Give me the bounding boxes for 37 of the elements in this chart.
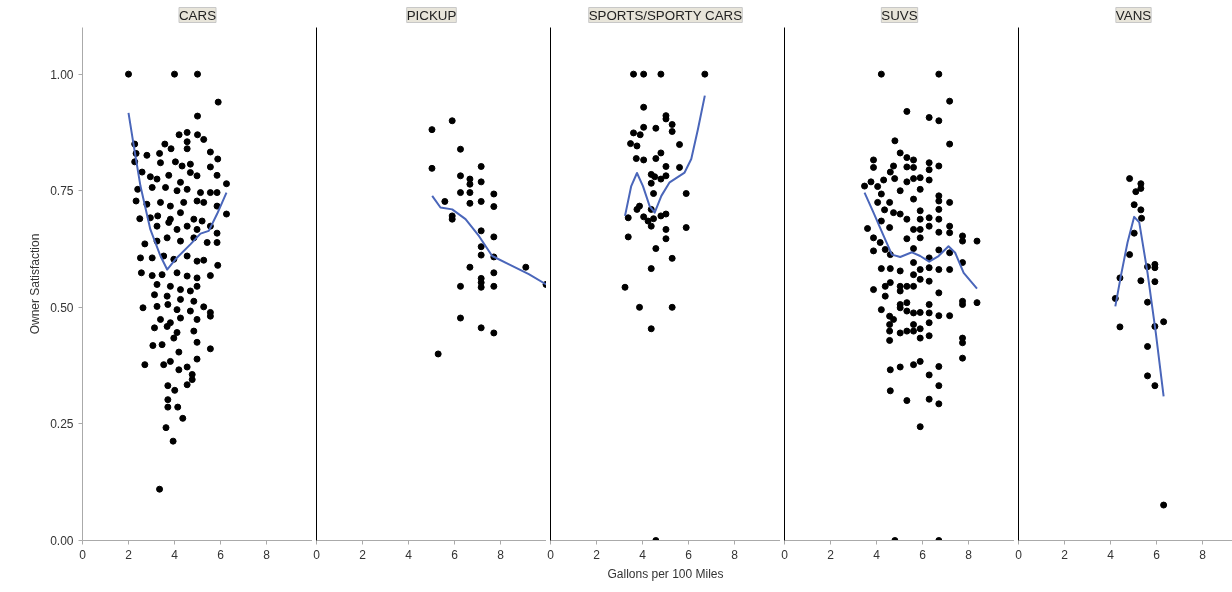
x-tick-label: 6 [685,547,693,562]
x-tick-label: 0 [1015,547,1023,562]
x-tick-label: 4 [1107,547,1115,562]
x-tick-label: 8 [497,547,505,562]
x-tick-label: 2 [1061,547,1069,562]
x-tick-label: 6 [919,547,927,562]
chart-title: SUVS [881,7,918,23]
x-tick-label: 2 [827,547,835,562]
x-tick-label: 2 [125,547,133,562]
x-tick-label: 0 [781,547,789,562]
chart-title: SPORTS/SPORTY CARS [588,7,743,23]
x-axis-title: Gallons per 100 Miles [607,566,724,581]
x-tick-label: 4 [639,547,647,562]
y-tick-label: 0.25 [50,417,74,432]
x-tick-label: 8 [965,547,973,562]
x-tick-label: 8 [263,547,271,562]
x-tick-label: 6 [217,547,225,562]
y-tick-label: 1.00 [50,67,74,82]
x-tick-label: 8 [731,547,739,562]
x-tick-label: 4 [405,547,413,562]
x-tick-label: 8 [1199,547,1207,562]
y-tick-label: 0.75 [50,184,74,199]
chart-title: PICKUP [406,7,457,23]
y-tick-label: 0.50 [50,300,74,315]
x-tick-label: 4 [171,547,179,562]
y-axis-title: Owner Satisfaction [28,233,43,335]
x-tick-label: 6 [451,547,459,562]
x-tick-label: 0 [313,547,321,562]
x-tick-label: 2 [593,547,601,562]
chart-title: VANS [1115,7,1152,23]
x-tick-label: 4 [873,547,881,562]
y-tick-label: 0.00 [50,534,74,548]
x-tick-label: 0 [547,547,555,562]
x-tick-label: 6 [1153,547,1161,562]
x-tick-label: 2 [359,547,367,562]
chart-title: CARS [178,7,217,23]
x-tick-label: 0 [79,547,87,562]
